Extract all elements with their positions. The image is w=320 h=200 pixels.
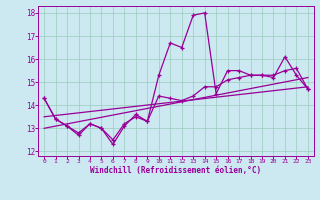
X-axis label: Windchill (Refroidissement éolien,°C): Windchill (Refroidissement éolien,°C) — [91, 166, 261, 175]
